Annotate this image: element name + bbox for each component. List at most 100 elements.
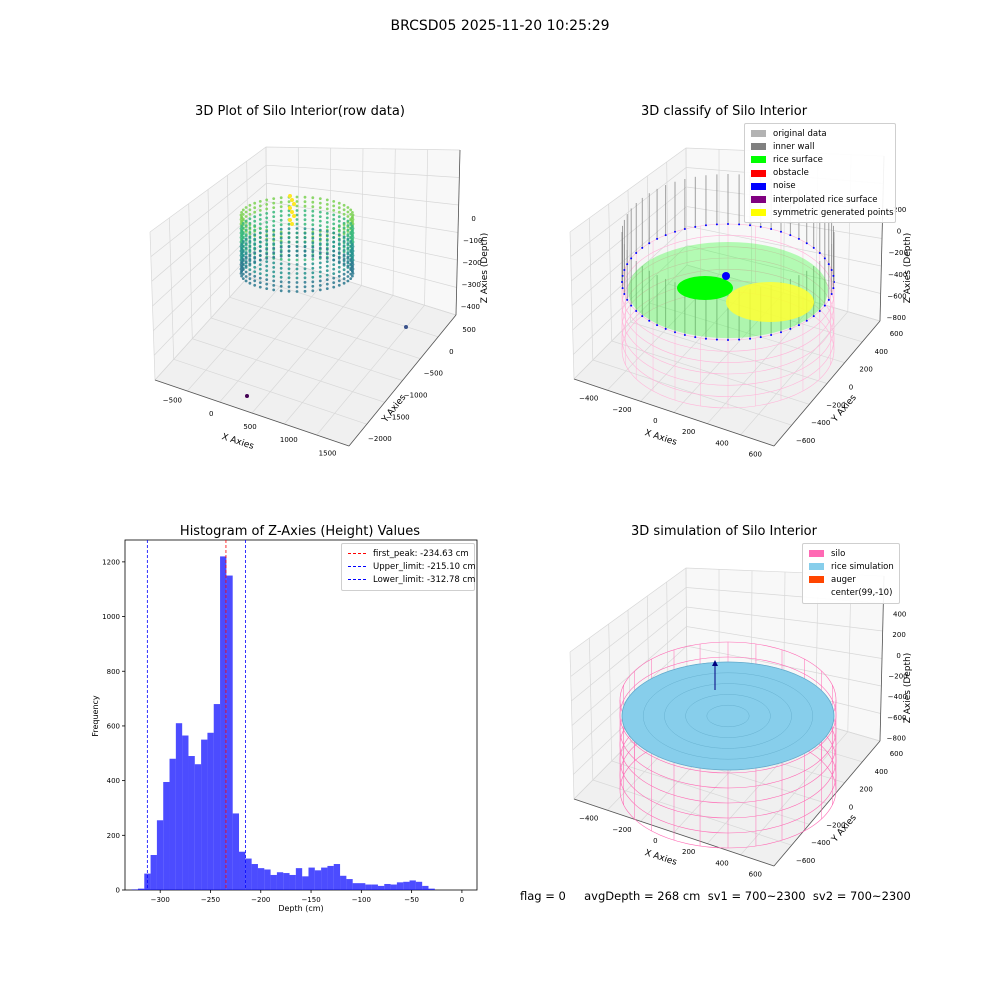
- histogram-bar: [289, 874, 296, 890]
- histogram-bar: [321, 867, 328, 890]
- histogram-bar: [352, 883, 360, 890]
- legend-item: inner wall: [751, 140, 889, 153]
- legend-label: noise: [773, 181, 796, 192]
- histogram-bar: [163, 781, 170, 890]
- legend-item: symmetric generated points: [751, 206, 894, 219]
- legend-item: rice simulation: [809, 560, 894, 573]
- plot3-legend: first_peak: -234.63 cm Upper_limit: -215.…: [341, 543, 476, 591]
- histogram-y-tick: 0: [116, 887, 120, 895]
- legend-label: center(99,-10): [831, 588, 893, 599]
- plot4-x-tick: 600: [749, 870, 762, 878]
- plot4-simulation: [619, 641, 837, 849]
- plot4-y-tick: −200: [826, 821, 845, 829]
- left-pane: [570, 568, 687, 799]
- histogram-bar: [276, 872, 284, 890]
- legend-swatch: [751, 196, 766, 204]
- rice-surface-core: [677, 276, 733, 300]
- plot1-z-tick: −400: [461, 303, 480, 311]
- plot4-legend: silo rice simulation auger center(99,-10): [802, 543, 900, 604]
- histogram-bar: [226, 575, 233, 890]
- legend-item: original data: [751, 127, 889, 140]
- histogram-bar: [156, 820, 164, 890]
- histogram-bar: [359, 883, 366, 890]
- histogram-bar: [377, 885, 385, 890]
- plot2-x-tick: −200: [612, 406, 631, 414]
- legend-item: rice surface: [751, 153, 889, 166]
- plot2-x-tick: 400: [715, 439, 728, 447]
- legend-label: obstacle: [773, 168, 809, 179]
- plot1-y-tick: −1500: [386, 413, 410, 421]
- histogram-bar: [182, 735, 189, 890]
- plot1-z-tick: −200: [462, 259, 481, 267]
- plot4-x-tick: −400: [579, 815, 598, 823]
- histogram-bar: [314, 870, 322, 890]
- legend-swatch: [751, 209, 766, 217]
- plot1-x-tick: 500: [243, 423, 256, 431]
- plot1-y-tick: −2000: [368, 435, 392, 443]
- histogram-bar: [257, 868, 265, 891]
- histogram-bar: [175, 723, 183, 890]
- legend-label: symmetric generated points: [773, 207, 894, 218]
- histogram-bar: [188, 756, 195, 890]
- plot4-y-tick: 0: [849, 804, 853, 812]
- plot4-z-tick: −800: [887, 735, 906, 743]
- legend-label: interpolated rice surface: [773, 194, 878, 205]
- plot4-y-tick: 200: [859, 786, 872, 794]
- histogram-y-label: Frequency: [91, 695, 100, 737]
- plot3-title: Histogram of Z-Axies (Height) Values: [179, 524, 421, 539]
- plot1-title: 3D Plot of Silo Interior(row data): [195, 104, 405, 119]
- left-pane: [150, 147, 267, 380]
- plot1-y-tick: −500: [424, 370, 443, 378]
- plot2-y-tick: 200: [859, 366, 872, 374]
- plot1-z-tick: 0: [471, 215, 475, 223]
- histogram-vlines: [146, 540, 246, 890]
- histogram-bar: [340, 875, 347, 890]
- histogram-y-tick: 600: [107, 722, 120, 730]
- legend-line: [348, 553, 366, 555]
- histogram-bar: [245, 858, 252, 890]
- plot4-z-tick: 0: [896, 652, 900, 660]
- histogram-x-label: Depth (cm): [278, 904, 323, 913]
- histogram-x-tick: −150: [301, 896, 320, 904]
- histogram-bar: [295, 868, 303, 891]
- legend-swatch: [751, 169, 766, 177]
- legend-label: Lower_limit: -312.78 cm: [373, 574, 476, 585]
- plot2-z-label: Z Axies (Depth): [903, 233, 913, 304]
- histogram-bar: [409, 880, 416, 890]
- legend-item: center(99,-10): [809, 587, 893, 600]
- histogram-x-tick: 0: [460, 896, 464, 904]
- plot2-x-tick: 200: [682, 428, 695, 436]
- plot4-z-tick: −600: [887, 714, 906, 722]
- plot1-x-tick: −500: [163, 397, 182, 405]
- plot2-y-tick: −600: [796, 437, 815, 445]
- plot1-y-tick: 500: [462, 326, 475, 334]
- plot1-point-cloud: [239, 194, 408, 398]
- histogram-y-tick: 1000: [102, 613, 120, 621]
- legend-label: rice simulation: [831, 561, 894, 572]
- histogram-bar: [150, 855, 157, 890]
- plot2-y-tick: 0: [849, 384, 853, 392]
- plot2-z-tick: −600: [887, 293, 906, 301]
- plot4-x-tick: 0: [653, 837, 657, 845]
- plot2-x-tick: 600: [749, 450, 762, 458]
- histogram-bar: [415, 881, 423, 890]
- legend-swatch: [809, 576, 824, 584]
- plot1-outlier: [404, 325, 408, 329]
- legend-item: noise: [751, 180, 889, 193]
- legend-label: rice surface: [773, 154, 823, 165]
- legend-label: original data: [773, 128, 827, 139]
- histogram-bar: [396, 882, 404, 890]
- legend-swatch: [751, 156, 766, 164]
- histogram-y-tick: 400: [107, 777, 120, 785]
- histogram-bar: [131, 889, 138, 890]
- legend-line: [348, 566, 366, 568]
- plot2-z-tick: 200: [893, 206, 906, 214]
- plot1-x-tick: 0: [209, 410, 213, 418]
- histogram-bar: [232, 813, 240, 890]
- histogram-x-tick: −250: [201, 896, 220, 904]
- histogram-bar: [365, 884, 372, 890]
- legend-label: first_peak: -234.63 cm: [373, 548, 469, 559]
- histogram-bar: [213, 704, 221, 890]
- plot2-y-tick: −200: [826, 401, 845, 409]
- histogram-bar: [371, 884, 378, 890]
